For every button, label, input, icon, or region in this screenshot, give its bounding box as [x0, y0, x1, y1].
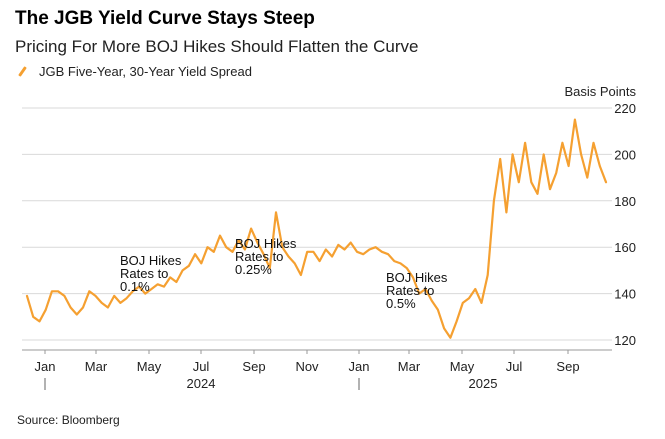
- legend: JGB Five-Year, 30-Year Yield Spread: [17, 64, 252, 79]
- year-label: 2025: [469, 376, 498, 391]
- x-tick-label: Sep: [242, 359, 265, 374]
- annotation: BOJ Hikes Rates to 0.5%: [386, 270, 448, 311]
- x-tick-label: Jan: [349, 359, 370, 374]
- annotation-line: BOJ Hikes: [386, 270, 448, 285]
- y-tick-label: 120: [614, 333, 636, 348]
- chart-subtitle: Pricing For More BOJ Hikes Should Flatte…: [15, 37, 419, 56]
- annotation-line: BOJ Hikes: [120, 253, 182, 268]
- x-tick-label: May: [137, 359, 162, 374]
- annotation: BOJ Hikes Rates to 0.25%: [235, 236, 297, 277]
- annotation-line: BOJ Hikes: [235, 236, 297, 251]
- x-tick-label: Jul: [193, 359, 210, 374]
- year-label: 2024: [187, 376, 216, 391]
- legend-label: JGB Five-Year, 30-Year Yield Spread: [39, 64, 252, 79]
- source-note: Source: Bloomberg: [17, 413, 120, 427]
- x-tick-label: Jan: [35, 359, 56, 374]
- y-tick-label: 180: [614, 194, 636, 209]
- annotation-line: Rates to: [386, 283, 434, 298]
- annotation-line: Rates to: [120, 266, 168, 281]
- annotation: BOJ Hikes Rates to 0.1%: [120, 253, 182, 294]
- annotation-line: Rates to: [235, 249, 283, 264]
- annotation-line: 0.25%: [235, 262, 272, 277]
- x-tick-label: May: [450, 359, 475, 374]
- annotation-line: 0.1%: [120, 279, 150, 294]
- series-line: [25, 118, 608, 339]
- y-tick-label: 220: [614, 101, 636, 116]
- y-tick-label: 200: [614, 147, 636, 162]
- y-tick-label: 160: [614, 240, 636, 255]
- x-tick-label: Mar: [85, 359, 108, 374]
- x-tick-label: Jul: [506, 359, 523, 374]
- x-tick-label: Nov: [295, 359, 319, 374]
- y-axis-label: Basis Points: [564, 84, 636, 99]
- annotation-line: 0.5%: [386, 296, 416, 311]
- y-tick-label: 140: [614, 287, 636, 302]
- x-tick-label: Sep: [556, 359, 579, 374]
- x-tick-label: Mar: [398, 359, 421, 374]
- chart-title: The JGB Yield Curve Stays Steep: [15, 8, 315, 29]
